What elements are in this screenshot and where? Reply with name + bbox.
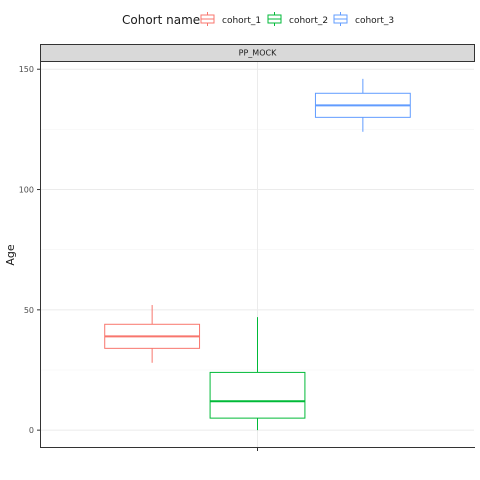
- y-axis-title: Age: [4, 244, 17, 266]
- y-axis-ticks: 0 50 100 150: [19, 65, 40, 435]
- legend: Cohort name cohort_1 cohort_2 cohort_3: [122, 12, 394, 27]
- legend-item-cohort_1: cohort_1: [200, 12, 261, 26]
- y-tick-label: 0: [29, 426, 34, 435]
- boxes: [104, 78, 411, 431]
- box-cohort_3: [314, 78, 411, 132]
- y-tick-label: 50: [24, 306, 34, 315]
- panel-title: PP_MOCK: [239, 49, 277, 58]
- legend-item-cohort_2: cohort_2: [267, 12, 328, 26]
- legend-item-cohort_3: cohort_3: [333, 12, 394, 26]
- y-tick-label: 100: [19, 186, 34, 195]
- box-cohort_1: [104, 305, 201, 363]
- legend-items: cohort_1 cohort_2 cohort_3: [200, 12, 394, 26]
- box-cohort_2: [209, 317, 306, 431]
- legend-label: cohort_2: [289, 16, 328, 26]
- y-tick-label: 150: [19, 65, 34, 74]
- legend-label: cohort_1: [222, 16, 261, 26]
- legend-title: Cohort name: [122, 13, 200, 27]
- legend-label: cohort_3: [355, 16, 394, 26]
- panel-strip: [40, 44, 475, 62]
- box-body: [209, 371, 306, 419]
